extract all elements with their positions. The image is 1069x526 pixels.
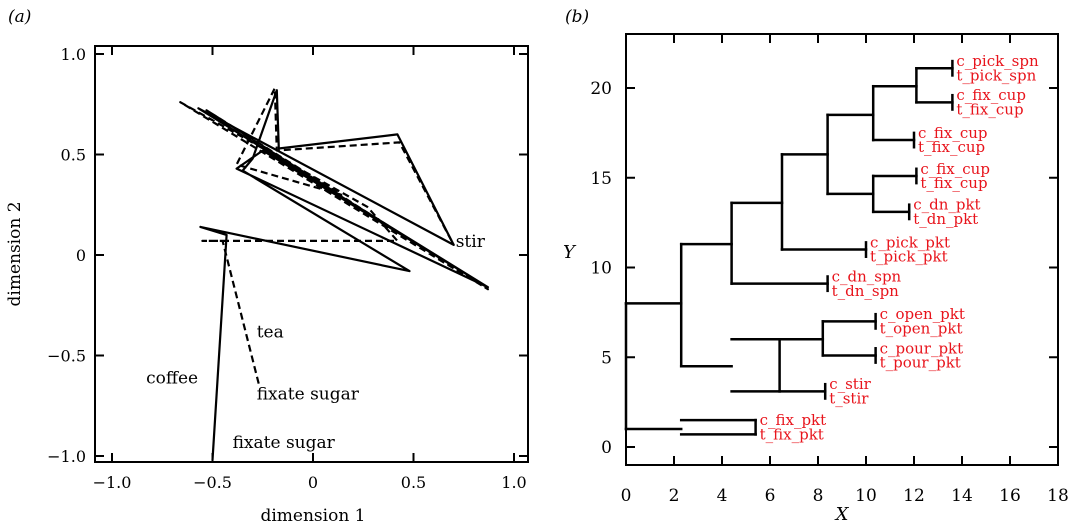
- panel-a-series: [179, 87, 489, 461]
- leaf-label: t_dn_spn: [832, 282, 900, 300]
- leaf-label: c_pick_pkt: [870, 233, 950, 251]
- leaf-label: c_fix_cup: [918, 124, 988, 142]
- leaf-label: t_dn_pkt: [913, 210, 978, 228]
- x-tick-label: 0: [621, 486, 632, 506]
- annotation-label: tea: [257, 322, 284, 342]
- y-tick-label: 10: [590, 259, 612, 279]
- panel-b-axes: 0 2 4 6 8 10 12 14 16 18 0 5 10 15 20: [590, 34, 1069, 506]
- x-tick-label: 0.5: [401, 473, 426, 492]
- leaf-label: c_dn_pkt: [913, 196, 980, 214]
- annotation-label: fixate sugar: [233, 433, 336, 453]
- panel-b-frame: [625, 33, 1059, 466]
- annotation-label: coffee: [146, 369, 198, 389]
- x-tick-label: 8: [813, 486, 824, 506]
- leaf-label: c_pick_spn: [956, 52, 1039, 70]
- panel-a-trajectory-plot: (a) −1.0 −0.5 0 0.5 1.0 −1.0 −0.5 0 0.5 1.0 stir t…: [5, 7, 529, 526]
- annotation-label: fixate sugar: [257, 385, 360, 405]
- leaf-label: t_fix_cup: [918, 138, 985, 156]
- leaf-label: t_fix_cup: [920, 174, 987, 192]
- panel-a-y-axis-label: dimension 2: [5, 201, 25, 306]
- y-tick-label: 0: [76, 246, 86, 265]
- y-tick-label: 20: [590, 79, 612, 99]
- y-tick-label: 0: [601, 438, 612, 458]
- x-tick-label: −0.5: [193, 473, 232, 492]
- panel-a-x-axis-label: dimension 1: [260, 506, 365, 526]
- y-tick-label: 15: [590, 169, 612, 189]
- panel-b-tree: [624, 59, 954, 436]
- y-tick-label: 0.5: [61, 146, 86, 165]
- leaf-label: c_dn_spn: [832, 267, 902, 285]
- panel-a-axes: −1.0 −0.5 0 0.5 1.0 −1.0 −0.5 0 0.5 1.0: [47, 45, 528, 492]
- x-tick-label: 18: [1047, 486, 1069, 506]
- x-tick-label: 4: [717, 486, 728, 506]
- leaf-label: t_pour_pkt: [880, 354, 961, 372]
- x-tick-label: 12: [903, 486, 925, 506]
- leaf-label: c_fix_pkt: [760, 411, 827, 429]
- x-tick-label: −1.0: [93, 473, 132, 492]
- y-tick-label: −1.0: [47, 447, 86, 466]
- leaf-label: c_fix_cup: [920, 160, 990, 178]
- x-tick-label: 0: [308, 473, 318, 492]
- x-tick-label: 2: [669, 486, 680, 506]
- x-tick-label: 14: [951, 486, 973, 506]
- x-tick-label: 10: [855, 486, 877, 506]
- panel-a-label: (a): [8, 7, 31, 27]
- leaf-label: t_open_pkt: [880, 320, 963, 338]
- y-tick-label: −0.5: [47, 347, 86, 366]
- leaf-label: c_fix_cup: [956, 86, 1026, 104]
- leaf-label: c_stir: [829, 375, 871, 393]
- leaf-label: t_stir: [829, 390, 869, 408]
- leaf-label: c_pour_pkt: [880, 339, 964, 357]
- leaf-label: t_fix_cup: [956, 101, 1023, 119]
- panel-b-label: (b): [565, 7, 589, 27]
- x-tick-label: 6: [765, 486, 776, 506]
- panel-b-leaf-labels: c_pick_spnt_pick_spnc_fix_cupt_fix_cupc_…: [760, 52, 1039, 443]
- y-tick-label: 1.0: [61, 45, 86, 64]
- panel-b-y-axis-label: Y: [563, 242, 577, 263]
- x-tick-label: 16: [999, 486, 1021, 506]
- x-tick-label: 1.0: [501, 473, 526, 492]
- leaf-label: t_pick_pkt: [870, 248, 948, 266]
- leaf-label: t_fix_pkt: [760, 425, 824, 443]
- annotation-label: stir: [456, 232, 486, 252]
- panel-b-x-axis-label: X: [834, 504, 850, 525]
- leaf-label: c_open_pkt: [880, 305, 965, 323]
- y-tick-label: 5: [601, 348, 612, 368]
- panel-a-annotations: stir tea coffee fixate sugar fixate sugar: [146, 232, 486, 453]
- dashed-trajectory-line: [179, 87, 489, 384]
- leaf-label: t_pick_spn: [956, 66, 1036, 84]
